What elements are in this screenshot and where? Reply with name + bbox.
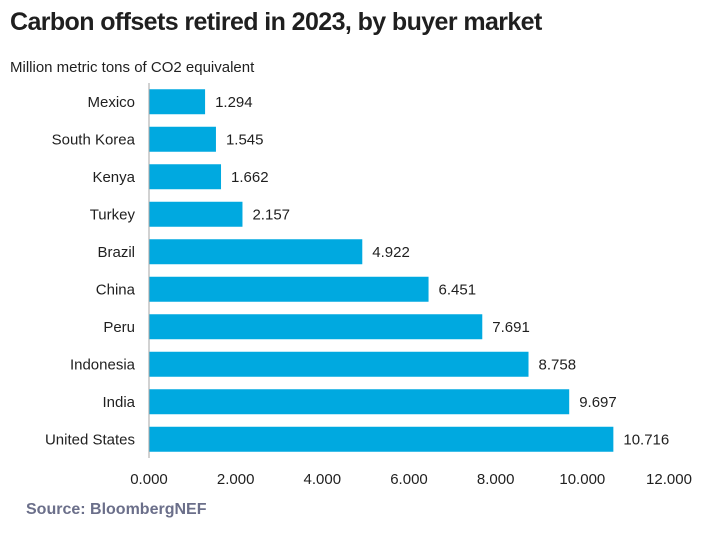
data-label: 1.662 bbox=[231, 169, 269, 186]
category-label: Peru bbox=[103, 319, 135, 336]
bar bbox=[149, 351, 529, 377]
category-label: Indonesia bbox=[70, 356, 136, 373]
category-label: India bbox=[102, 394, 135, 411]
data-label: 9.697 bbox=[579, 394, 617, 411]
category-label: Mexico bbox=[87, 94, 135, 111]
source-note: Source: BloombergNEF bbox=[26, 501, 207, 518]
category-label: China bbox=[96, 281, 136, 298]
x-tick-label: 4.000 bbox=[304, 471, 342, 488]
category-label: South Korea bbox=[52, 131, 136, 148]
bar bbox=[149, 426, 614, 452]
data-label: 2.157 bbox=[252, 206, 290, 223]
data-label: 8.758 bbox=[539, 356, 577, 373]
bar bbox=[149, 126, 216, 152]
data-label: 4.922 bbox=[372, 244, 410, 261]
bar bbox=[149, 239, 363, 265]
bar bbox=[149, 276, 429, 302]
bar bbox=[149, 164, 222, 190]
data-label: 6.451 bbox=[439, 281, 477, 298]
x-tick-label: 8.000 bbox=[477, 471, 515, 488]
x-tick-label: 6.000 bbox=[390, 471, 428, 488]
bar bbox=[149, 89, 206, 115]
data-label: 1.545 bbox=[226, 131, 264, 148]
chart-title: Carbon offsets retired in 2023, by buyer… bbox=[10, 8, 542, 36]
x-tick-label: 0.000 bbox=[130, 471, 168, 488]
category-label: Brazil bbox=[97, 244, 135, 261]
x-tick-label: 12.000 bbox=[646, 471, 692, 488]
category-label: Turkey bbox=[90, 206, 136, 223]
bar bbox=[149, 389, 570, 415]
category-label: United States bbox=[45, 431, 135, 448]
x-tick-label: 10.000 bbox=[559, 471, 605, 488]
x-tick-label: 2.000 bbox=[217, 471, 255, 488]
bar bbox=[149, 314, 483, 340]
data-label: 1.294 bbox=[215, 94, 253, 111]
category-label: Kenya bbox=[92, 169, 135, 186]
unit-label: Million metric tons of CO2 equivalent bbox=[10, 59, 255, 76]
data-label: 10.716 bbox=[623, 431, 669, 448]
data-label: 7.691 bbox=[492, 319, 530, 336]
bar bbox=[149, 201, 243, 227]
